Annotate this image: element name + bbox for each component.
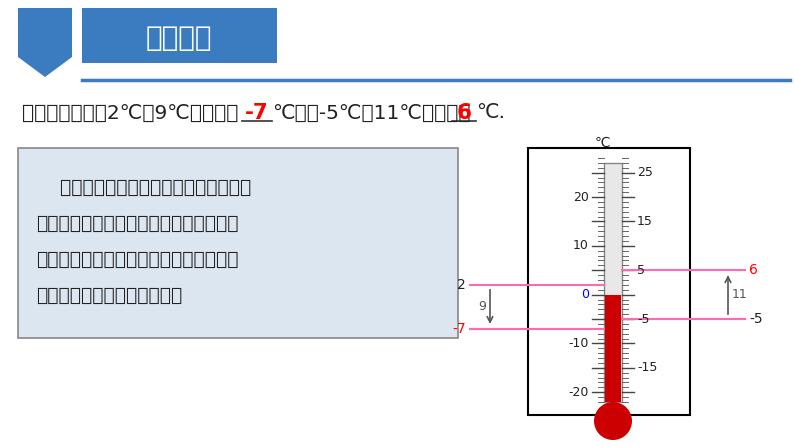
Text: ℃.: ℃. (476, 104, 505, 122)
Text: 25: 25 (637, 166, 653, 179)
Bar (18, 148, 458, 338)
Text: 如果能，这个图形该怎么画？: 如果能，这个图形该怎么画？ (36, 286, 183, 305)
Text: 自学任务二：比2℃低9℃的温度是: 自学任务二：比2℃低9℃的温度是 (22, 104, 238, 122)
Text: -5: -5 (637, 312, 649, 325)
Polygon shape (18, 8, 72, 77)
Text: 11: 11 (732, 288, 748, 301)
Text: 温度计上每个刻度值都对应一个温度，: 温度计上每个刻度值都对应一个温度， (36, 178, 251, 197)
Text: 把所有的有理数用一个图形表示出来呢？: 把所有的有理数用一个图形表示出来呢？ (36, 250, 238, 269)
Text: 10: 10 (573, 239, 589, 253)
Text: 9: 9 (478, 300, 486, 313)
Text: 2: 2 (457, 278, 466, 292)
Text: 5: 5 (637, 264, 645, 277)
Text: ℃，比-5℃高11℃的温度是: ℃，比-5℃高11℃的温度是 (272, 104, 470, 122)
Bar (528, 148, 690, 415)
Text: -20: -20 (569, 386, 589, 399)
Text: -10: -10 (569, 337, 589, 350)
Text: -5: -5 (749, 312, 762, 326)
Text: 0: 0 (581, 288, 589, 301)
Text: 15: 15 (637, 215, 653, 228)
Bar (604, 163, 622, 402)
Text: -7: -7 (245, 103, 269, 123)
Bar (605, 295, 621, 402)
Text: 20: 20 (573, 190, 589, 203)
Text: 6: 6 (749, 263, 758, 277)
Text: ℃: ℃ (594, 136, 610, 150)
Text: -15: -15 (637, 361, 657, 374)
Bar (82, 8, 277, 63)
Text: 那么，我们能不能像温度计表示温度这样: 那么，我们能不能像温度计表示温度这样 (36, 214, 238, 233)
Text: -7: -7 (453, 322, 466, 336)
Text: 6: 6 (457, 103, 472, 123)
Text: 自学导航: 自学导航 (146, 24, 212, 52)
Circle shape (594, 402, 632, 440)
